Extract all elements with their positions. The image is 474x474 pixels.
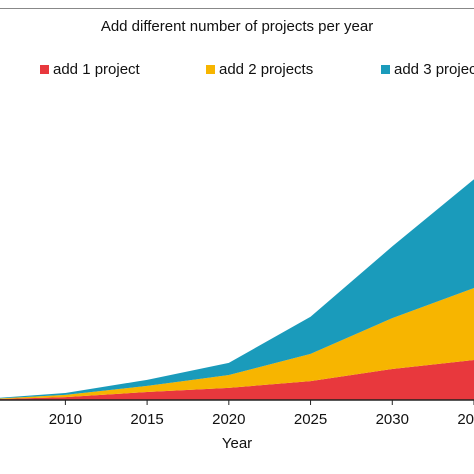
legend-swatch [40,65,49,74]
area [0,179,474,399]
legend-label: add 2 projects [219,61,313,78]
x-tick-label: 2035 [457,411,474,428]
x-tick-label: 2015 [130,411,163,428]
x-tick-label: 2025 [294,411,327,428]
x-axis-label: Year [222,435,252,452]
x-tick-label: 2030 [376,411,409,428]
chart-title: Add different number of projects per yea… [101,18,373,35]
frame-top [0,8,474,9]
area [0,288,474,400]
legend-label: add 3 projects [394,61,474,78]
legend-swatch [206,65,215,74]
x-tick-label: 2010 [49,411,82,428]
x-tick-label: 2020 [212,411,245,428]
legend-label: add 1 project [53,61,141,78]
legend-swatch [381,65,390,74]
area [0,360,474,400]
